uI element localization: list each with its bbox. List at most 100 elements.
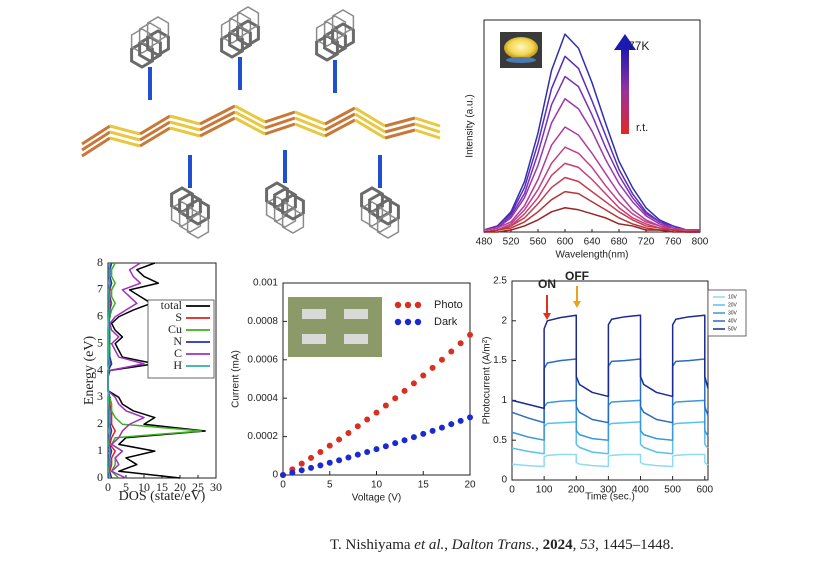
series-line	[483, 162, 701, 233]
series-line	[483, 97, 700, 231]
bond	[354, 106, 386, 128]
y-tick-label: 2	[501, 315, 507, 326]
ring	[360, 201, 384, 227]
x-tick-label: 720	[638, 237, 655, 248]
x-tick-label: 200	[568, 485, 585, 496]
ring	[323, 28, 347, 56]
y-tick-label: 0.0004	[247, 393, 278, 404]
ring	[273, 202, 297, 228]
ring	[265, 196, 289, 222]
series-line	[107, 262, 145, 479]
ring	[186, 213, 210, 239]
legend-label: 10V	[728, 294, 738, 300]
data-point	[326, 459, 333, 466]
ring	[228, 25, 252, 53]
x-tick-label: 560	[530, 237, 547, 248]
x-tick-label: 20	[174, 480, 186, 494]
bond	[234, 116, 266, 136]
sample-disc	[504, 37, 538, 59]
data-point	[326, 442, 333, 449]
legend-label: 20V	[728, 302, 738, 308]
y-axis-label: Energy (eV)	[82, 336, 97, 406]
data-point	[373, 446, 380, 453]
x-tick-label: 800	[692, 237, 709, 248]
bond	[294, 110, 326, 126]
y-tick-label: 0.0002	[247, 431, 278, 442]
citation-part: T. Nishiyama	[330, 537, 414, 553]
bond	[169, 120, 201, 132]
ring	[323, 15, 347, 41]
data-point	[438, 424, 445, 431]
series-line	[511, 421, 709, 455]
electrode	[344, 334, 368, 344]
plot-frame	[511, 280, 709, 481]
citation-part: 2024	[543, 537, 574, 553]
legend-marker	[404, 318, 412, 326]
legend-label: total	[161, 298, 183, 312]
legend-label: Cu	[168, 322, 182, 336]
bond	[109, 130, 141, 142]
x-axis-label: DOS (state/eV)	[119, 489, 206, 504]
bond	[264, 116, 296, 130]
citation-part: , 1445–1448.	[595, 537, 674, 553]
y-axis-label: Current (mA)	[231, 350, 242, 408]
data-point	[298, 460, 305, 467]
bond	[264, 110, 296, 124]
series-line	[484, 207, 700, 233]
data-point	[364, 448, 371, 455]
y-tick-label: 1	[97, 443, 103, 457]
series-line	[511, 399, 709, 441]
legend-marker	[394, 318, 402, 326]
y-tick-label: 7	[97, 282, 103, 296]
citation-part: ,	[444, 537, 452, 553]
y-tick-label: 0	[272, 470, 278, 481]
data-point	[438, 356, 445, 363]
x-tick-label: 20	[464, 480, 476, 491]
bond	[354, 112, 386, 134]
legend-label: H	[173, 358, 182, 372]
data-point	[317, 448, 324, 455]
data-point	[457, 417, 464, 424]
data-point	[308, 464, 315, 471]
bond	[139, 126, 171, 148]
bond	[199, 110, 236, 132]
x-tick-label: 400	[632, 485, 649, 496]
ring	[368, 207, 392, 233]
x-tick-label: 10	[138, 480, 150, 494]
data-point	[289, 469, 296, 476]
data-point	[345, 429, 352, 436]
bond	[384, 116, 416, 128]
citation: T. Nishiyama et al., Dalton Trans., 2024…	[330, 537, 674, 553]
ring	[220, 31, 244, 59]
bond	[81, 136, 111, 158]
legend-marker	[394, 301, 402, 309]
x-tick-label: 0	[105, 480, 111, 494]
data-point	[280, 472, 286, 478]
ring	[236, 19, 260, 47]
bond	[414, 128, 441, 140]
series-line	[483, 75, 700, 231]
y-tick-label: 4	[97, 362, 103, 376]
bond	[109, 124, 141, 136]
x-axis-label: Voltage (V)	[352, 493, 401, 504]
x-tick-label: 10	[371, 480, 383, 491]
bond	[139, 114, 171, 136]
citation-part: ,	[573, 537, 581, 553]
ring	[138, 22, 162, 48]
data-point	[448, 421, 455, 428]
annotation-arrowhead	[573, 301, 581, 308]
bond	[384, 122, 416, 134]
x-axis-label: Time (sec.)	[585, 492, 635, 503]
legend-label: 50V	[728, 326, 738, 332]
series-line	[483, 146, 701, 233]
data-point	[317, 462, 324, 469]
legend-marker	[414, 301, 422, 309]
ring	[178, 207, 202, 233]
bond	[324, 112, 356, 132]
data-point	[401, 437, 408, 444]
ring	[236, 6, 260, 32]
legend-label: Dark	[434, 316, 458, 328]
data-point	[354, 451, 361, 458]
data-point	[392, 395, 399, 402]
ring	[138, 35, 162, 63]
